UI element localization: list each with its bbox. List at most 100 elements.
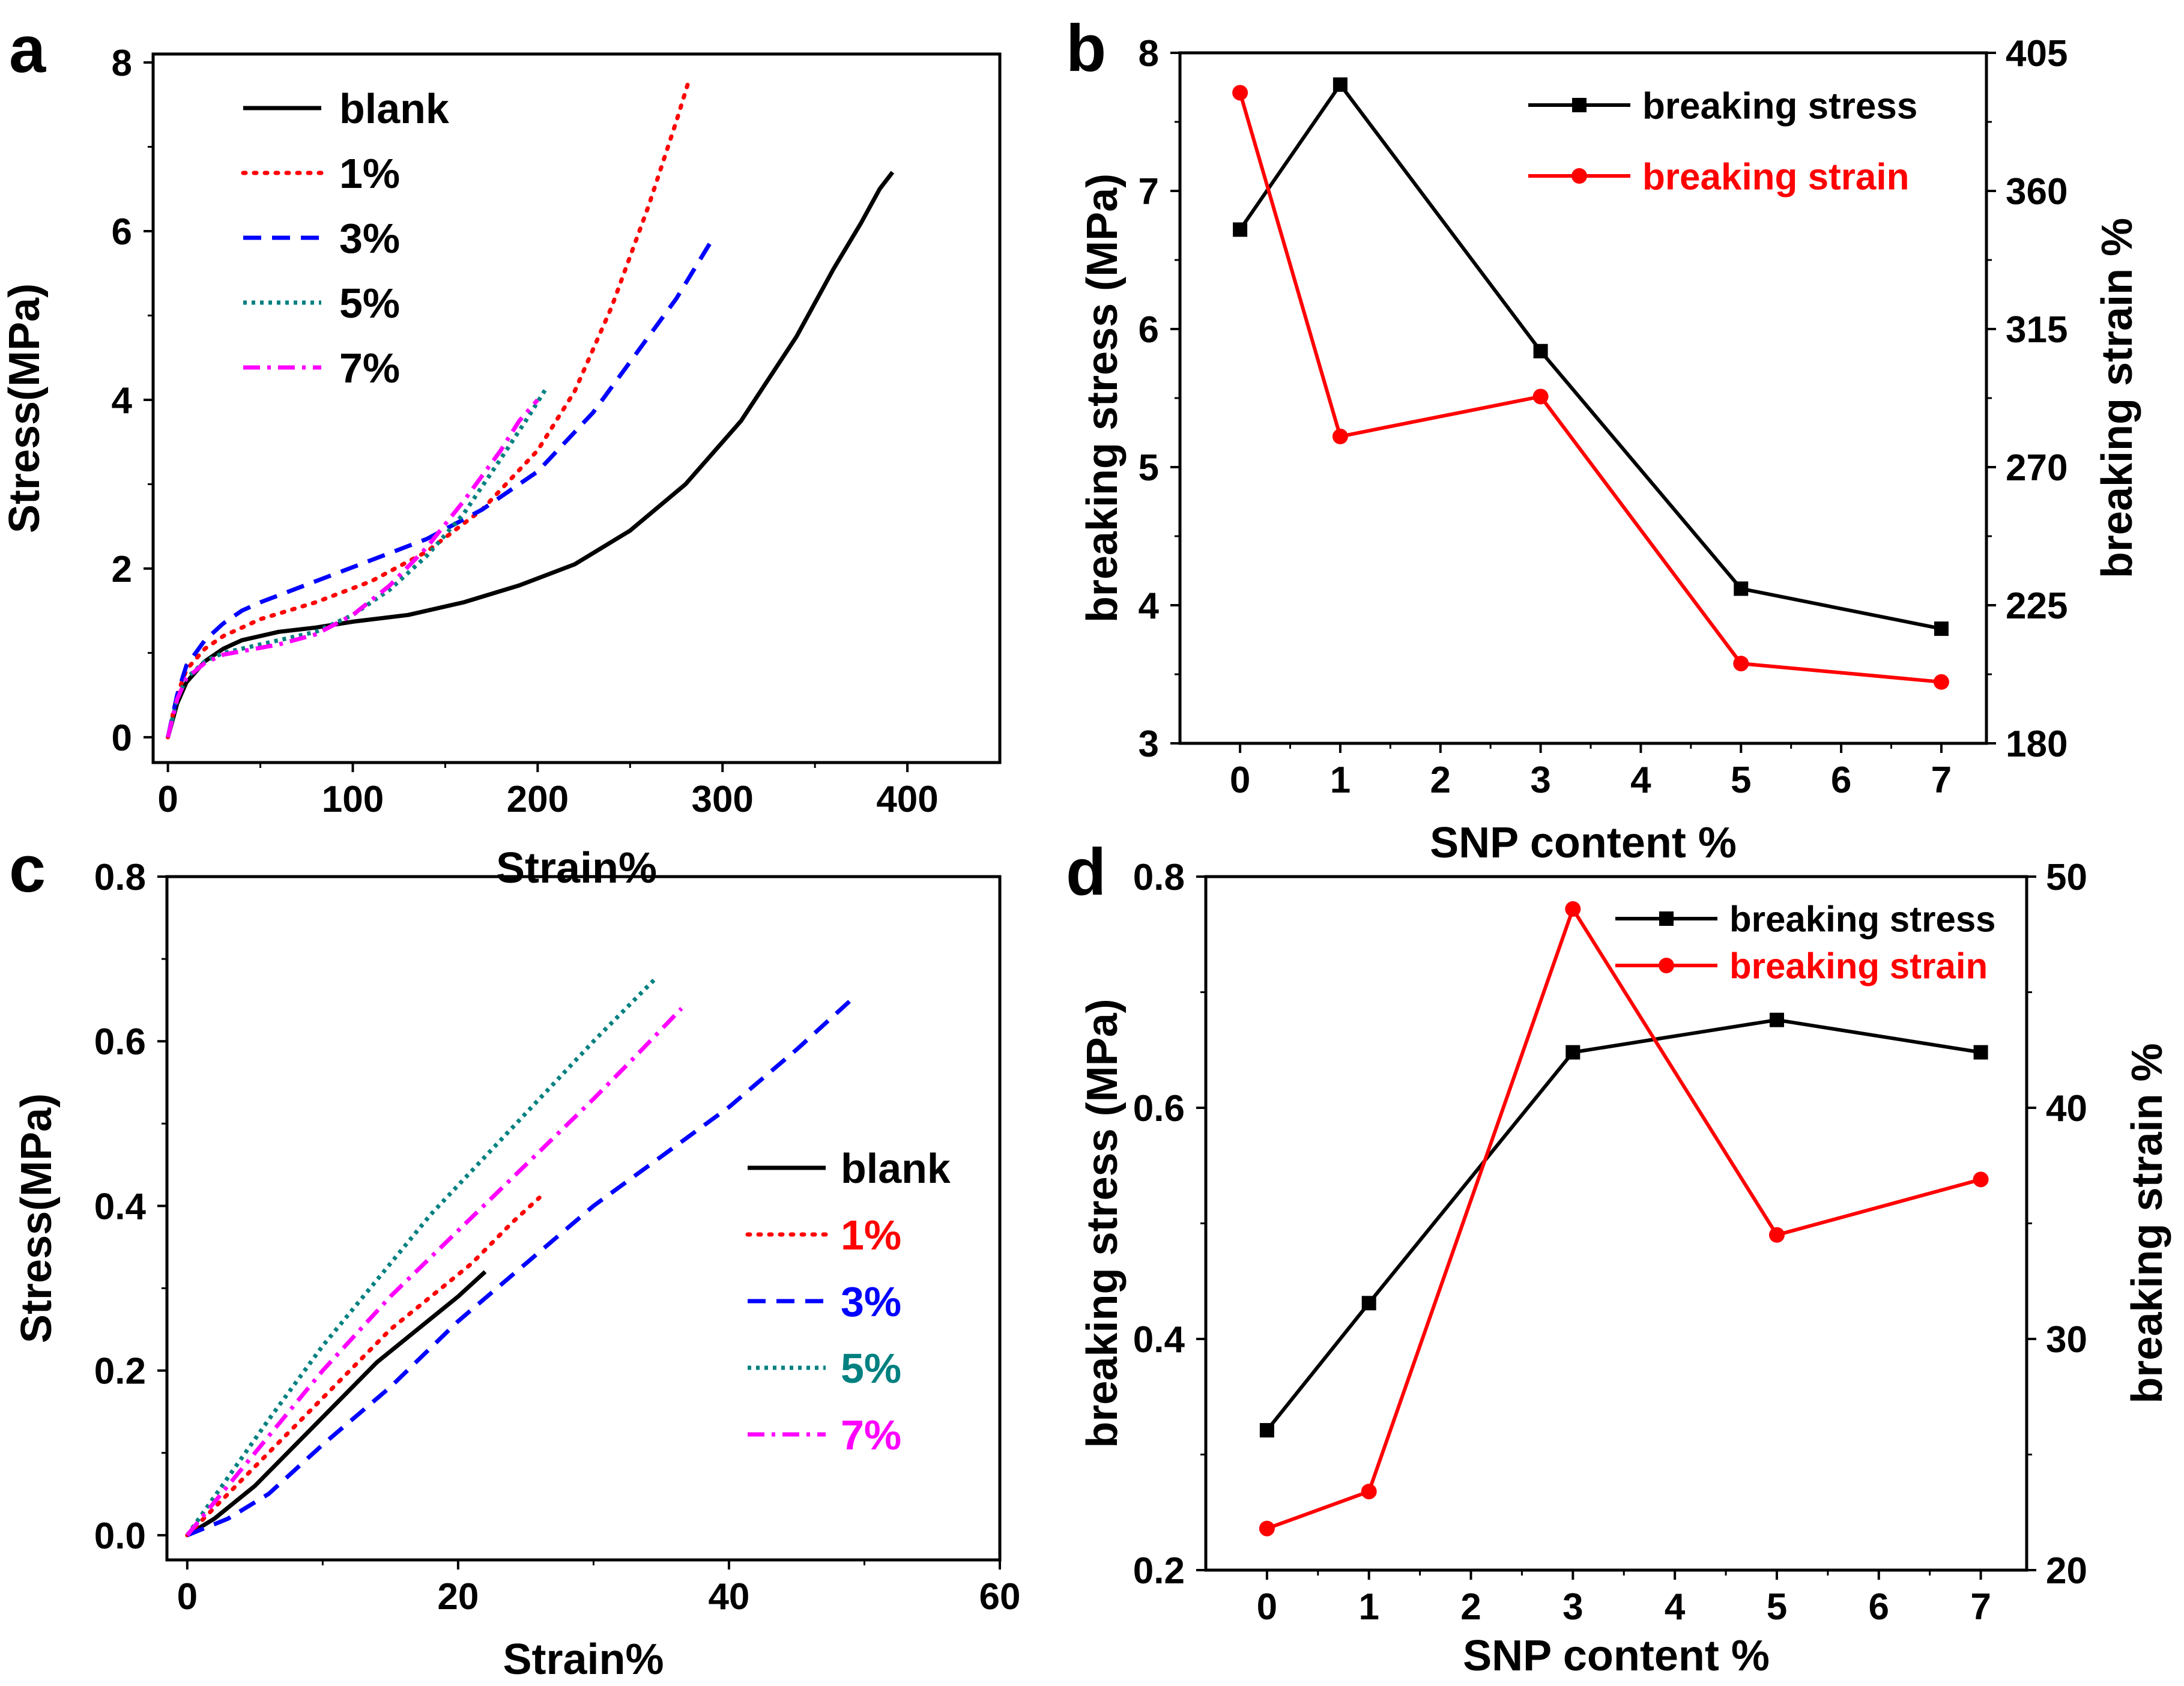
x-tick-label: 1 xyxy=(1358,1586,1379,1628)
x-tick-label: 40 xyxy=(708,1576,749,1618)
panel-letter: b xyxy=(1066,11,1106,85)
x-tick-label: 4 xyxy=(1665,1586,1686,1628)
data-point-circle xyxy=(1259,1520,1275,1536)
series-line-7- xyxy=(166,398,539,738)
x-tick-label: 1 xyxy=(1330,760,1351,801)
data-point-circle xyxy=(1768,1227,1785,1243)
data-point-circle xyxy=(1933,674,1949,690)
data-point-circle xyxy=(1733,656,1749,672)
y-tick-label: 0.8 xyxy=(94,857,146,898)
y-tick-label: 0.6 xyxy=(1133,1088,1185,1129)
legend-label: 1% xyxy=(339,150,400,197)
legend-label: breaking stress xyxy=(1729,899,1996,940)
y-tick-label: 0.2 xyxy=(1133,1550,1185,1592)
data-point-circle xyxy=(1232,85,1248,101)
x-tick-label: 5 xyxy=(1731,760,1751,801)
data-point-square xyxy=(1233,222,1248,237)
y-tick-label: 8 xyxy=(112,43,132,84)
chart-panel-a: a 0 100 200 300 400 0 2 4 6 8 Strain% Stress(MPa) bla… xyxy=(1,13,1002,892)
legend-marker xyxy=(1659,911,1674,926)
panel-letter: d xyxy=(1066,835,1106,909)
data-point-square xyxy=(1973,1045,1988,1060)
x-tick-label: 300 xyxy=(691,779,753,820)
y-tick-label: 5 xyxy=(1139,447,1159,489)
legend-label: breaking strain xyxy=(1729,946,1988,987)
y-tick-label: 0.6 xyxy=(94,1021,146,1063)
chart-panel-d: d 0 1 2 3 4 5 6 7 0.2 0.4 0.6 0.8 20 30 40 50 SNP content… xyxy=(1066,835,2171,1680)
data-point-square xyxy=(1259,1423,1274,1438)
y2-axis-label: breaking strain % xyxy=(2093,218,2141,578)
data-point-square xyxy=(1361,1296,1376,1311)
y2-tick-label: 225 xyxy=(2006,585,2068,627)
panel-letter: c xyxy=(9,832,46,906)
legend-label: 1% xyxy=(841,1212,901,1258)
legend-label: 3% xyxy=(339,215,400,262)
panel-letter: a xyxy=(9,13,46,86)
x-tick-label: 20 xyxy=(437,1576,479,1618)
x-tick-label: 100 xyxy=(322,779,384,820)
data-point-circle xyxy=(1332,428,1348,444)
y2-tick-label: 20 xyxy=(2046,1550,2087,1592)
x-tick-label: 2 xyxy=(1430,760,1451,801)
legend-label: 5% xyxy=(339,280,400,327)
y-tick-label: 4 xyxy=(1139,585,1160,627)
x-tick-label: 3 xyxy=(1562,1586,1583,1628)
legend-label: 7% xyxy=(339,345,400,391)
data-point-square xyxy=(1934,621,1949,636)
y2-tick-label: 315 xyxy=(2006,309,2068,351)
x-tick-label: 5 xyxy=(1767,1586,1787,1628)
x-axis-label: SNP content % xyxy=(1430,819,1737,867)
data-point-square xyxy=(1734,581,1749,596)
x-tick-label: 0 xyxy=(1257,1586,1277,1628)
legend-label: blank xyxy=(841,1145,951,1192)
chart-panel-b: b 0 1 2 3 4 5 6 7 3 4 5 6 7 8 180 225 270 315 360 405 SNP con… xyxy=(1066,11,2141,867)
data-point-circle xyxy=(1973,1171,1989,1188)
y2-tick-label: 180 xyxy=(2006,724,2068,765)
y-tick-label: 0.8 xyxy=(1133,857,1185,898)
x-tick-label: 0 xyxy=(157,779,178,820)
x-tick-label: 6 xyxy=(1869,1586,1889,1628)
x-tick-label: 60 xyxy=(979,1576,1021,1618)
x-tick-label: 3 xyxy=(1530,760,1550,801)
x-tick-label: 200 xyxy=(507,779,569,820)
x-axis-label: Strain% xyxy=(496,844,657,892)
legend-marker xyxy=(1572,98,1587,112)
y-tick-label: 8 xyxy=(1139,33,1159,74)
data-point-circle xyxy=(1532,388,1549,405)
y-tick-label: 7 xyxy=(1139,171,1159,213)
y-tick-label: 0.4 xyxy=(1133,1319,1185,1361)
y-tick-label: 0.0 xyxy=(94,1515,146,1557)
legend-label: breaking stress xyxy=(1642,85,1917,127)
data-point-circle xyxy=(1565,901,1581,917)
y-tick-label: 3 xyxy=(1139,724,1159,765)
y-axis-label: Stress(MPa) xyxy=(13,1093,61,1343)
y-tick-label: 0.4 xyxy=(94,1186,147,1227)
y-tick-label: 0 xyxy=(112,718,132,759)
data-point-square xyxy=(1533,343,1548,358)
legend-label: breaking strain xyxy=(1642,156,1909,198)
legend-label: 5% xyxy=(841,1345,901,1392)
y-tick-label: 4 xyxy=(112,380,133,422)
data-point-circle xyxy=(1361,1484,1377,1500)
y-tick-label: 2 xyxy=(112,549,132,590)
legend-label: blank xyxy=(339,85,449,132)
data-point-square xyxy=(1332,77,1348,92)
y2-tick-label: 30 xyxy=(2046,1319,2087,1361)
y2-tick-label: 50 xyxy=(2046,857,2087,898)
data-point-square xyxy=(1769,1012,1784,1027)
y-axis-label: Stress(MPa) xyxy=(1,283,49,533)
plot-frame xyxy=(165,875,1002,1562)
y2-tick-label: 360 xyxy=(2006,171,2068,213)
x-tick-label: 4 xyxy=(1630,760,1651,801)
legend-marker xyxy=(1659,958,1674,973)
x-tick-label: 7 xyxy=(1970,1586,1991,1628)
x-axis-label: Strain% xyxy=(503,1636,664,1684)
y2-tick-label: 40 xyxy=(2046,1088,2087,1129)
series-line-3- xyxy=(186,999,853,1538)
x-tick-label: 400 xyxy=(876,779,938,820)
y2-axis-label: breaking strain % xyxy=(2123,1043,2171,1403)
x-axis-label: SNP content % xyxy=(1463,1632,1770,1680)
series-line-1- xyxy=(185,1195,542,1538)
legend-label: 7% xyxy=(841,1412,901,1458)
